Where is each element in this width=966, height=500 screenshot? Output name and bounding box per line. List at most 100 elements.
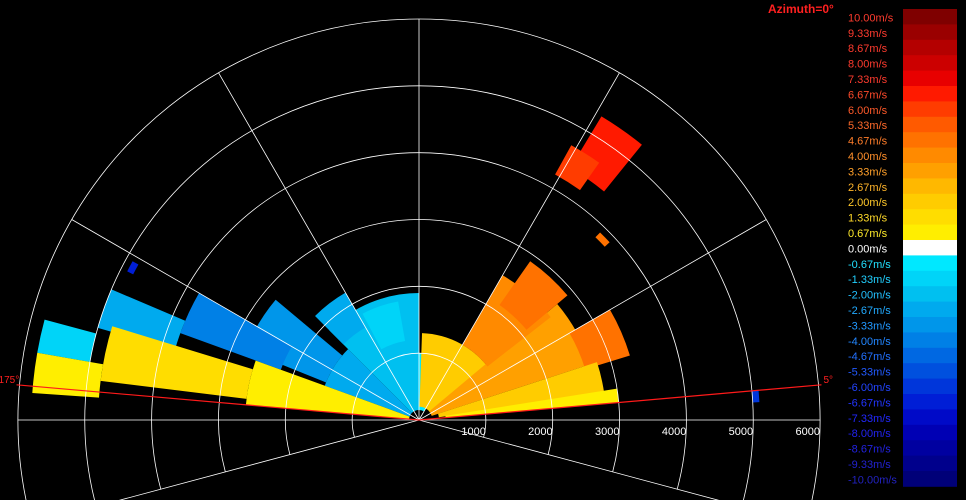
polar-grid [17, 18, 821, 500]
colorbar-label-18: -2.00m/s [848, 290, 891, 302]
range-label-2000: 2000 [528, 426, 552, 438]
colorbar-label-7: 5.33m/s [848, 120, 888, 132]
velocity-cell-12 [419, 333, 491, 413]
colorbar-swatch-10 [903, 163, 957, 179]
colorbar-label-17: -1.33m/s [848, 274, 891, 286]
colorbar-swatch-2 [903, 39, 957, 56]
colorbar-label-8: 4.67m/s [848, 136, 888, 148]
velocity-cell-9 [245, 360, 410, 420]
colorbar-swatch-29 [903, 455, 957, 472]
colorbar-swatch-3 [903, 55, 957, 71]
colorbar-label-13: 1.33m/s [848, 213, 888, 225]
colorbar-label-19: -2.67m/s [848, 305, 891, 317]
colorbar-label-11: 2.67m/s [848, 182, 888, 194]
colorbar-swatch-27 [903, 424, 957, 441]
range-label-3000: 3000 [595, 426, 619, 438]
colorbar-label-3: 8.00m/s [848, 59, 888, 71]
angle-marker-label-5: 5° [823, 375, 833, 386]
colorbar-swatch-8 [903, 132, 957, 148]
range-label-4000: 4000 [662, 426, 686, 438]
colorbar-swatch-28 [903, 440, 957, 456]
colorbar-swatch-1 [903, 24, 957, 41]
range-label-1000: 1000 [461, 426, 485, 438]
colorbar-label-12: 2.00m/s [848, 197, 888, 209]
colorbar-label-22: -4.67m/s [848, 351, 891, 363]
colorbar-swatch-20 [903, 317, 957, 333]
velocity-cell-7 [362, 301, 406, 350]
spoke-150 [71, 219, 420, 421]
velocity-cell-23 [751, 390, 760, 403]
colorbar-swatch-15 [903, 240, 957, 256]
range-tick-labels: 1000 2000 3000 4000 5000 6000 [461, 426, 820, 438]
angle-marker-label-175: 175° [0, 375, 19, 386]
angle-marker-line-175 [16, 384, 420, 421]
colorbar-swatch-16 [903, 255, 957, 272]
colorbar-swatch-17 [903, 270, 957, 287]
spoke--15 [418, 419, 720, 500]
colorbar-swatch-5 [903, 86, 957, 102]
colorbar-label-21: -4.00m/s [848, 336, 891, 348]
colorbar-swatch-9 [903, 147, 957, 164]
colorbar-label-2: 8.67m/s [848, 43, 888, 55]
colorbar-swatch-4 [903, 70, 957, 87]
colorbar-swatch-22 [903, 347, 957, 364]
velocity-cell-10 [100, 326, 253, 399]
colorbar: 10.00m/s 9.33m/s 8.67m/s 8.00m/s 7.33m/s 6.67… [848, 9, 957, 487]
colorbar-label-25: -6.67m/s [848, 397, 891, 409]
velocity-cell-20 [555, 145, 600, 191]
velocity-cell-15 [499, 261, 568, 330]
spoke-195 [118, 419, 420, 500]
colorbar-swatch-12 [903, 193, 957, 210]
colorbar-label-6: 6.00m/s [848, 105, 888, 117]
velocity-cell-3 [180, 293, 292, 370]
colorbar-label-14: 0.67m/s [848, 228, 888, 240]
velocity-cell-17 [438, 362, 605, 418]
velocity-cells [32, 116, 760, 420]
velocity-cell-4 [97, 289, 186, 350]
colorbar-label-27: -8.00m/s [848, 428, 891, 440]
colorbar-label-5: 6.67m/s [848, 89, 888, 101]
colorbar-label-29: -9.33m/s [848, 459, 891, 471]
chart-title: Azimuth=0° [768, 2, 834, 16]
colorbar-swatch-7 [903, 116, 957, 133]
colorbar-label-20: -3.33m/s [848, 320, 891, 332]
colorbar-label-30: -10.00m/s [848, 474, 897, 486]
angle-markers: 5° 175° [0, 375, 833, 421]
colorbar-label-10: 3.33m/s [848, 166, 888, 178]
colorbar-label-24: -6.00m/s [848, 382, 891, 394]
colorbar-swatch-24 [903, 378, 957, 395]
spoke-30 [418, 219, 767, 421]
colorbar-swatch-13 [903, 209, 957, 225]
colorbar-label-28: -8.67m/s [848, 444, 891, 456]
range-label-6000: 6000 [796, 426, 820, 438]
colorbar-label-9: 4.00m/s [848, 151, 888, 163]
colorbar-swatch-19 [903, 301, 957, 318]
colorbar-swatch-14 [903, 224, 957, 241]
velocity-cell-13 [429, 304, 591, 416]
velocity-cell-22 [127, 261, 139, 275]
velocity-cell-11 [32, 352, 104, 398]
colorbar-swatch-0 [903, 9, 957, 25]
colorbar-label-15: 0.00m/s [848, 243, 888, 255]
colorbar-label-23: -5.33m/s [848, 367, 891, 379]
spoke-120 [218, 72, 420, 421]
colorbar-swatch-23 [903, 363, 957, 379]
colorbar-swatch-30 [903, 471, 957, 487]
velocity-cell-1 [324, 349, 412, 417]
colorbar-swatch-21 [903, 332, 957, 349]
colorbar-label-1: 9.33m/s [848, 28, 888, 40]
velocity-cell-21 [595, 232, 610, 247]
colorbar-label-4: 7.33m/s [848, 74, 888, 86]
colorbar-swatch-18 [903, 286, 957, 302]
colorbar-swatch-11 [903, 178, 957, 195]
colorbar-swatch-25 [903, 394, 957, 410]
velocity-cell-5 [37, 319, 97, 362]
velocity-cell-18 [445, 388, 619, 418]
colorbar-label-0: 10.00m/s [848, 12, 894, 24]
colorbar-swatch-6 [903, 101, 957, 118]
colorbar-label-16: -0.67m/s [848, 259, 891, 271]
spoke-60 [418, 72, 620, 421]
range-label-5000: 5000 [729, 426, 753, 438]
